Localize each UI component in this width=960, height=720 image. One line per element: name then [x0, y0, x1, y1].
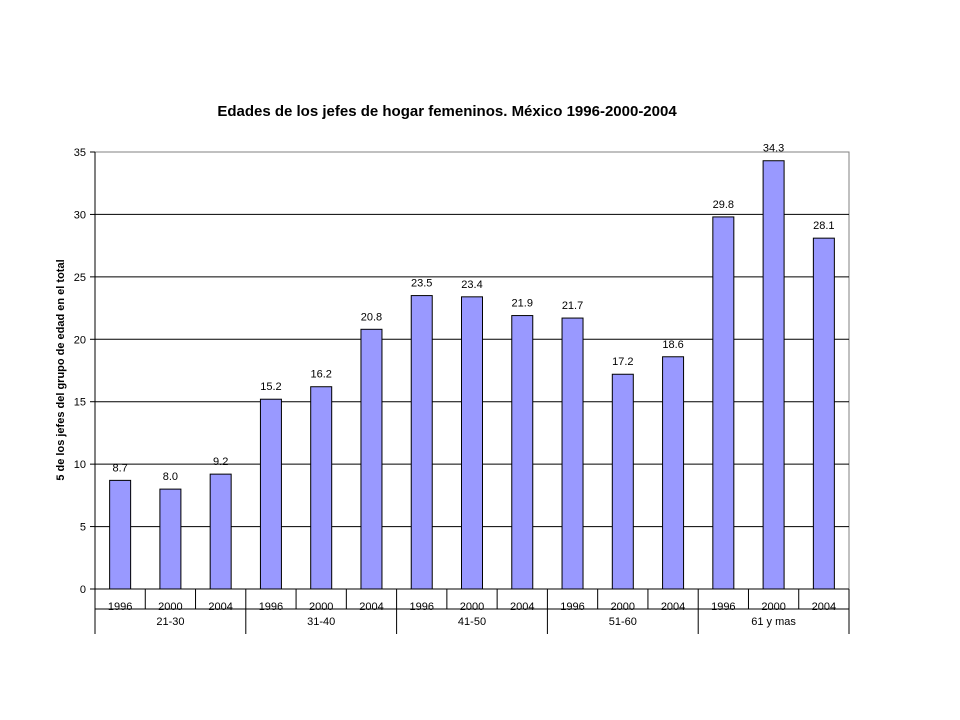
- bar: [209, 473, 232, 590]
- x-category-label: 2004: [812, 601, 836, 613]
- y-tick-label: 15: [74, 397, 86, 409]
- bar: [662, 356, 685, 590]
- data-label: 34.3: [763, 143, 784, 155]
- x-category-label: 2000: [611, 601, 635, 613]
- x-group-label: 31-40: [307, 616, 335, 628]
- x-group-label: 51-60: [609, 616, 637, 628]
- y-tick-label: 20: [74, 334, 86, 346]
- bar: [762, 160, 785, 590]
- y-tick-label: 30: [74, 209, 86, 221]
- data-label: 8.7: [112, 462, 127, 474]
- data-label: 21.9: [512, 298, 533, 310]
- data-label: 18.6: [662, 339, 683, 351]
- chart-title: Edades de los jefes de hogar femeninos. …: [217, 103, 677, 120]
- x-category-label: 2004: [208, 601, 232, 613]
- x-category-label: 2000: [158, 601, 182, 613]
- bar: [259, 398, 282, 590]
- data-label: 17.2: [612, 356, 633, 368]
- data-label: 23.4: [461, 279, 482, 291]
- bar: [812, 237, 835, 590]
- bar: [109, 479, 132, 590]
- data-label: 8.0: [163, 471, 178, 483]
- y-tick-label: 0: [80, 584, 86, 596]
- data-label: 21.7: [562, 300, 583, 312]
- x-group-label: 61 y mas: [751, 616, 796, 628]
- plot-area: 0 5 10 15 20 25 30 35 8.7 1996 8.0 2000 9.2 2004 15.2 1…: [74, 143, 850, 634]
- x-category-label: 2000: [460, 601, 484, 613]
- x-category-label: 2000: [761, 601, 785, 613]
- bar: [360, 328, 383, 590]
- data-label: 23.5: [411, 278, 432, 290]
- y-tick-label: 10: [74, 459, 86, 471]
- x-category-label: 1996: [259, 601, 283, 613]
- y-tick-label: 25: [74, 272, 86, 284]
- data-label: 15.2: [260, 381, 281, 393]
- bar: [712, 216, 735, 590]
- bar: [561, 317, 584, 590]
- bar: [410, 295, 433, 590]
- data-label: 9.2: [213, 456, 228, 468]
- x-category-label: 1996: [560, 601, 584, 613]
- data-label: 20.8: [361, 311, 382, 323]
- x-category-label: 1996: [108, 601, 132, 613]
- bar: [159, 488, 182, 590]
- x-category-label: 1996: [711, 601, 735, 613]
- y-axis-label: 5 de los jefes del grupo de edad en el t…: [55, 259, 67, 480]
- x-category-label: 2004: [510, 601, 534, 613]
- y-tick-label: 5: [80, 522, 86, 534]
- bar: [310, 386, 333, 590]
- x-category-label: 2004: [359, 601, 383, 613]
- bar: [461, 296, 483, 590]
- x-group-label: 41-50: [458, 616, 486, 628]
- x-category-label: 2000: [309, 601, 333, 613]
- x-category-label: 2004: [661, 601, 685, 613]
- x-category-label: 1996: [409, 601, 433, 613]
- x-group-label: 21-30: [156, 616, 184, 628]
- data-label: 16.2: [310, 369, 331, 381]
- bar: [511, 315, 534, 590]
- y-tick-label: 35: [74, 147, 86, 159]
- bar: [611, 373, 634, 590]
- data-label: 28.1: [813, 220, 834, 232]
- data-label: 29.8: [713, 199, 734, 211]
